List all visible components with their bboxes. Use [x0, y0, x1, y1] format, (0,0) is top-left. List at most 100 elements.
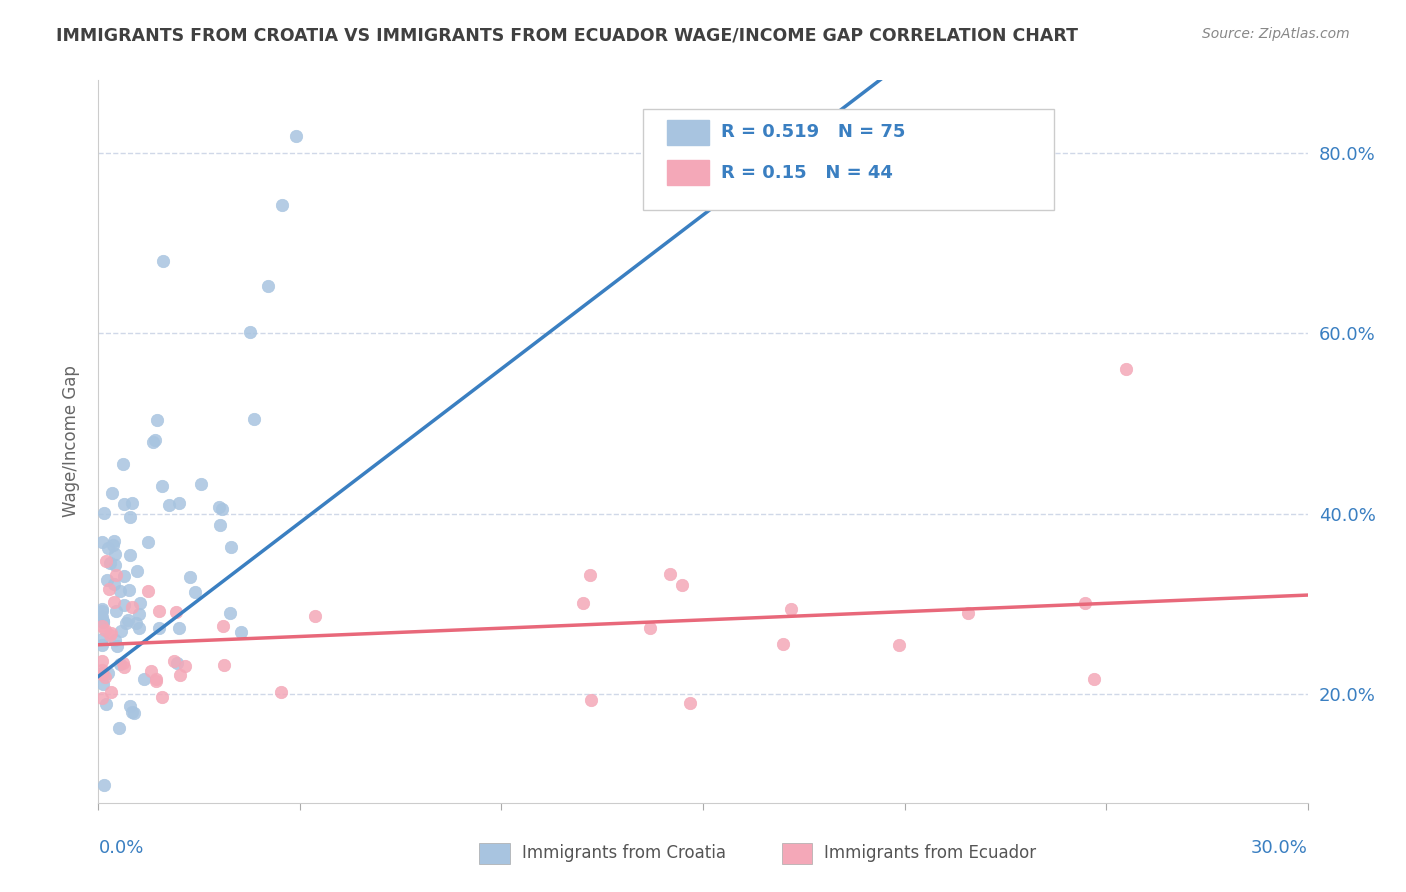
- Point: [112, 457, 135, 471]
- Point: [117, 613, 139, 627]
- Point: [165, 605, 187, 619]
- Text: IMMIGRANTS FROM CROATIA VS IMMIGRANTS FROM ECUADOR WAGE/INCOME GAP CORRELATION C: IMMIGRANTS FROM CROATIA VS IMMIGRANTS FR…: [56, 27, 1078, 45]
- Point: [93, 506, 115, 520]
- Point: [284, 129, 307, 144]
- Point: [112, 660, 135, 674]
- Point: [1074, 595, 1097, 609]
- Point: [142, 435, 165, 450]
- Point: [146, 413, 169, 427]
- Point: [772, 637, 794, 651]
- Point: [679, 696, 702, 710]
- Point: [94, 670, 117, 684]
- Point: [243, 412, 266, 426]
- Point: [887, 638, 910, 652]
- Point: [141, 665, 163, 679]
- Text: 30.0%: 30.0%: [1251, 838, 1308, 857]
- Point: [105, 639, 128, 653]
- Point: [103, 533, 125, 548]
- Point: [304, 609, 326, 624]
- Point: [1115, 362, 1137, 376]
- Point: [112, 569, 135, 583]
- Point: [100, 685, 122, 699]
- Text: Immigrants from Ecuador: Immigrants from Ecuador: [824, 845, 1036, 863]
- Point: [91, 615, 114, 630]
- Point: [94, 697, 117, 711]
- Point: [145, 673, 167, 687]
- Point: [150, 478, 173, 492]
- FancyBboxPatch shape: [666, 160, 709, 185]
- Point: [97, 541, 120, 555]
- Point: [212, 618, 235, 632]
- Point: [91, 602, 114, 616]
- Point: [229, 624, 252, 639]
- Point: [104, 633, 127, 648]
- Point: [104, 558, 127, 572]
- Point: [256, 279, 278, 293]
- Point: [127, 565, 149, 579]
- Point: [212, 657, 235, 672]
- Point: [91, 610, 114, 624]
- Point: [118, 699, 141, 714]
- Point: [121, 705, 143, 719]
- Text: Source: ZipAtlas.com: Source: ZipAtlas.com: [1202, 27, 1350, 41]
- Point: [91, 604, 114, 618]
- Text: R = 0.519   N = 75: R = 0.519 N = 75: [721, 123, 905, 141]
- Point: [207, 500, 229, 515]
- FancyBboxPatch shape: [479, 843, 509, 864]
- Point: [91, 666, 114, 681]
- Point: [145, 674, 167, 689]
- Point: [100, 625, 122, 640]
- Point: [167, 496, 190, 510]
- Point: [120, 548, 142, 562]
- Point: [121, 600, 143, 615]
- Y-axis label: Wage/Income Gap: Wage/Income Gap: [62, 366, 80, 517]
- Point: [91, 632, 114, 646]
- Point: [169, 668, 191, 682]
- Point: [91, 615, 114, 629]
- Point: [91, 667, 114, 681]
- Point: [184, 585, 207, 599]
- Point: [128, 607, 150, 621]
- Point: [271, 198, 294, 212]
- Point: [136, 534, 159, 549]
- Point: [148, 621, 170, 635]
- Point: [152, 253, 174, 268]
- Point: [112, 497, 135, 511]
- Point: [97, 582, 120, 597]
- Point: [112, 599, 135, 613]
- Point: [118, 510, 141, 524]
- Point: [579, 568, 602, 582]
- Point: [91, 619, 114, 633]
- Point: [105, 604, 128, 618]
- Point: [163, 654, 186, 668]
- Point: [103, 538, 125, 552]
- Point: [91, 663, 114, 677]
- Point: [103, 595, 125, 609]
- Point: [148, 604, 170, 618]
- Point: [659, 567, 682, 582]
- Point: [93, 778, 115, 792]
- Point: [91, 690, 114, 705]
- Point: [104, 547, 127, 561]
- Point: [579, 693, 602, 707]
- Point: [111, 656, 134, 670]
- Point: [219, 541, 242, 555]
- Point: [211, 501, 233, 516]
- Point: [671, 578, 693, 592]
- Text: R = 0.15   N = 44: R = 0.15 N = 44: [721, 164, 893, 182]
- Point: [118, 582, 141, 597]
- Text: Immigrants from Croatia: Immigrants from Croatia: [522, 845, 725, 863]
- Point: [121, 496, 143, 510]
- Point: [1083, 672, 1105, 686]
- Point: [97, 665, 120, 680]
- Point: [110, 584, 132, 599]
- Point: [132, 673, 155, 687]
- Point: [114, 615, 136, 630]
- Point: [239, 325, 262, 339]
- Point: [174, 658, 197, 673]
- Point: [110, 657, 132, 672]
- Point: [107, 721, 129, 735]
- Point: [208, 518, 231, 533]
- FancyBboxPatch shape: [643, 109, 1053, 211]
- Point: [91, 677, 114, 691]
